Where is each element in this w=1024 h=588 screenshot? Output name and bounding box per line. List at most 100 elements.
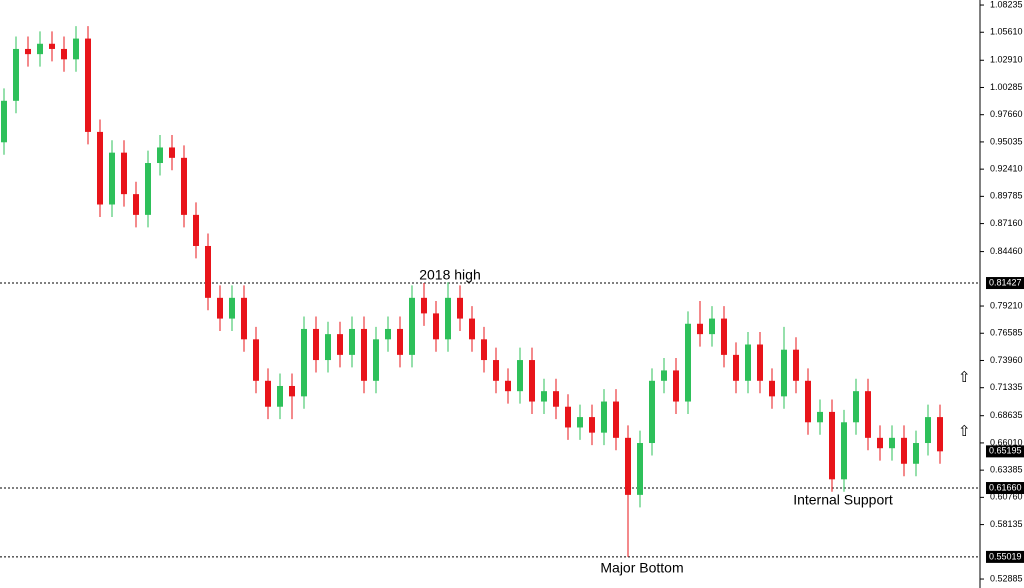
candle-body	[325, 334, 331, 361]
y-tick-label: 0.97660	[990, 109, 1023, 119]
candle-body	[769, 380, 775, 397]
candle-body	[661, 370, 667, 381]
candle-body	[493, 360, 499, 381]
candle-body	[217, 297, 223, 319]
candle-body	[13, 48, 19, 101]
price-marker-label: 0.61660	[989, 482, 1022, 492]
arrow-icon: ⇧	[958, 423, 971, 440]
candle-body	[37, 43, 43, 55]
candle-body	[865, 391, 871, 438]
candle-body	[49, 43, 55, 49]
candle-body	[397, 328, 403, 355]
y-tick-label: 0.92410	[990, 164, 1023, 174]
price-marker	[986, 277, 1024, 290]
candle-body	[421, 297, 427, 314]
candle-body	[181, 157, 187, 215]
candle-body	[133, 194, 139, 215]
y-tick-label: 1.02910	[990, 55, 1023, 65]
y-tick-label: 0.87160	[990, 218, 1023, 228]
candle-body	[481, 339, 487, 361]
y-tick-label: 0.66010	[990, 437, 1023, 447]
candle-body	[121, 152, 127, 195]
price-marker-label: 0.65195	[989, 446, 1022, 456]
candle-body	[229, 297, 235, 319]
annotation: 2018 high	[419, 267, 481, 283]
candle-body	[817, 411, 823, 423]
candle-body	[97, 131, 103, 205]
candle-body	[685, 323, 691, 402]
candle-body	[1, 100, 7, 143]
candle-body	[337, 334, 343, 355]
candle-body	[697, 323, 703, 335]
candle-body	[541, 391, 547, 402]
candle-body	[409, 297, 415, 355]
candle-body	[937, 417, 943, 452]
y-tick-label: 1.05610	[990, 27, 1023, 37]
candle-body	[169, 147, 175, 158]
candle-body	[445, 297, 451, 340]
candle-body	[349, 328, 355, 355]
candle-body	[313, 328, 319, 361]
candle-body	[721, 318, 727, 355]
candle-body	[709, 318, 715, 335]
candle-body	[625, 437, 631, 495]
candle-body	[841, 422, 847, 480]
candle-body	[637, 443, 643, 495]
y-tick-label: 0.68635	[990, 410, 1023, 420]
candle-body	[373, 339, 379, 381]
candle-body	[385, 328, 391, 340]
candle-body	[301, 328, 307, 397]
candle-body	[793, 349, 799, 381]
candle-body	[829, 411, 835, 480]
price-marker	[986, 482, 1024, 495]
candle-body	[289, 385, 295, 397]
candle-body	[85, 38, 91, 132]
candle-body	[457, 297, 463, 319]
candle-body	[61, 48, 67, 60]
y-tick-label: 0.79210	[990, 300, 1023, 310]
candle-body	[913, 443, 919, 464]
y-tick-label: 0.52885	[990, 573, 1023, 583]
arrow-icon: ⇧	[958, 369, 971, 386]
y-tick-label: 1.08235	[990, 0, 1023, 9]
candle-body	[253, 339, 259, 381]
candle-body	[193, 214, 199, 246]
candle-body	[157, 147, 163, 164]
candle-body	[613, 401, 619, 438]
candle-body	[505, 380, 511, 392]
price-marker-label: 0.81427	[989, 277, 1022, 287]
candle-body	[901, 437, 907, 464]
y-tick-label: 0.84460	[990, 246, 1023, 256]
candle-body	[673, 370, 679, 402]
y-tick-label: 0.63385	[990, 465, 1023, 475]
candle-body	[589, 417, 595, 433]
candle-body	[517, 360, 523, 392]
y-tick-label: 0.73960	[990, 355, 1023, 365]
candle-body	[733, 354, 739, 381]
candle-body	[601, 401, 607, 433]
candle-body	[553, 391, 559, 407]
y-tick-label: 0.76585	[990, 328, 1023, 338]
y-tick-label: 1.00285	[990, 82, 1023, 92]
candle-body	[361, 328, 367, 381]
candle-body	[25, 48, 31, 55]
candle-body	[649, 380, 655, 444]
y-tick-label: 0.58135	[990, 519, 1023, 529]
candle-body	[145, 163, 151, 215]
candle-body	[469, 318, 475, 340]
candle-body	[757, 344, 763, 381]
candle-body	[577, 417, 583, 428]
candle-body	[241, 297, 247, 340]
candle-body	[925, 417, 931, 444]
candle-body	[265, 380, 271, 407]
price-marker-label: 0.55019	[989, 551, 1022, 561]
price-marker	[986, 550, 1024, 563]
candle-body	[109, 152, 115, 205]
candle-body	[433, 313, 439, 340]
annotation: Major Bottom	[600, 560, 683, 576]
y-tick-label: 0.60760	[990, 492, 1023, 502]
y-tick-label: 0.95035	[990, 136, 1023, 146]
candle-body	[277, 385, 283, 407]
